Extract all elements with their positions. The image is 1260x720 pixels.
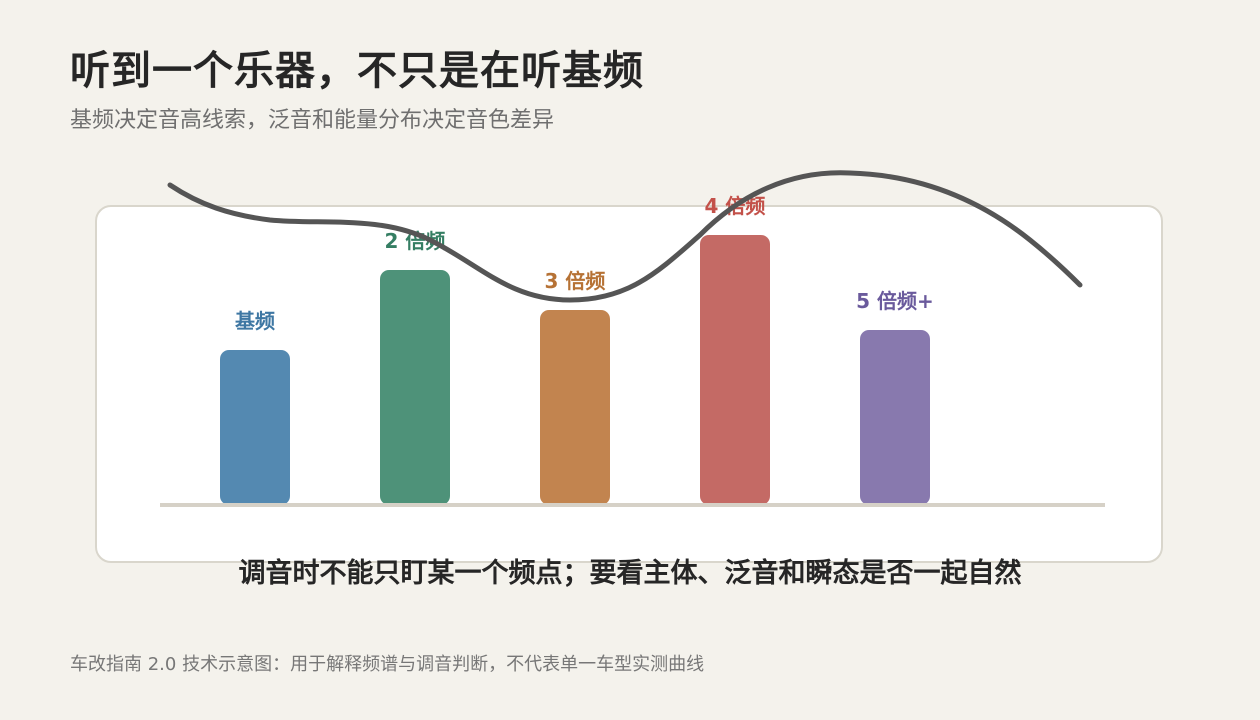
bar-label-1: 基频 <box>235 309 275 333</box>
page-subtitle: 基频决定音高线索，泛音和能量分布决定音色差异 <box>70 108 555 133</box>
bar-label-3: 3 倍频 <box>545 269 606 293</box>
bars-layer <box>220 235 930 505</box>
bar-5 <box>860 330 930 505</box>
chart-caption: 调音时不能只盯某一个频点；要看主体、泛音和瞬态是否一起自然 <box>238 558 1022 589</box>
footer-note: 车改指南 2.0 技术示意图：用于解释频谱与调音判断，不代表单一车型实测曲线 <box>70 654 705 675</box>
timbre-curve <box>167 170 1083 303</box>
page-title: 听到一个乐器，不只是在听基频 <box>70 48 644 94</box>
bar-2 <box>380 270 450 505</box>
bar-3 <box>540 310 610 505</box>
bar-label-5: 5 倍频+ <box>856 289 934 313</box>
bar-1 <box>220 350 290 505</box>
bar-4 <box>700 235 770 505</box>
